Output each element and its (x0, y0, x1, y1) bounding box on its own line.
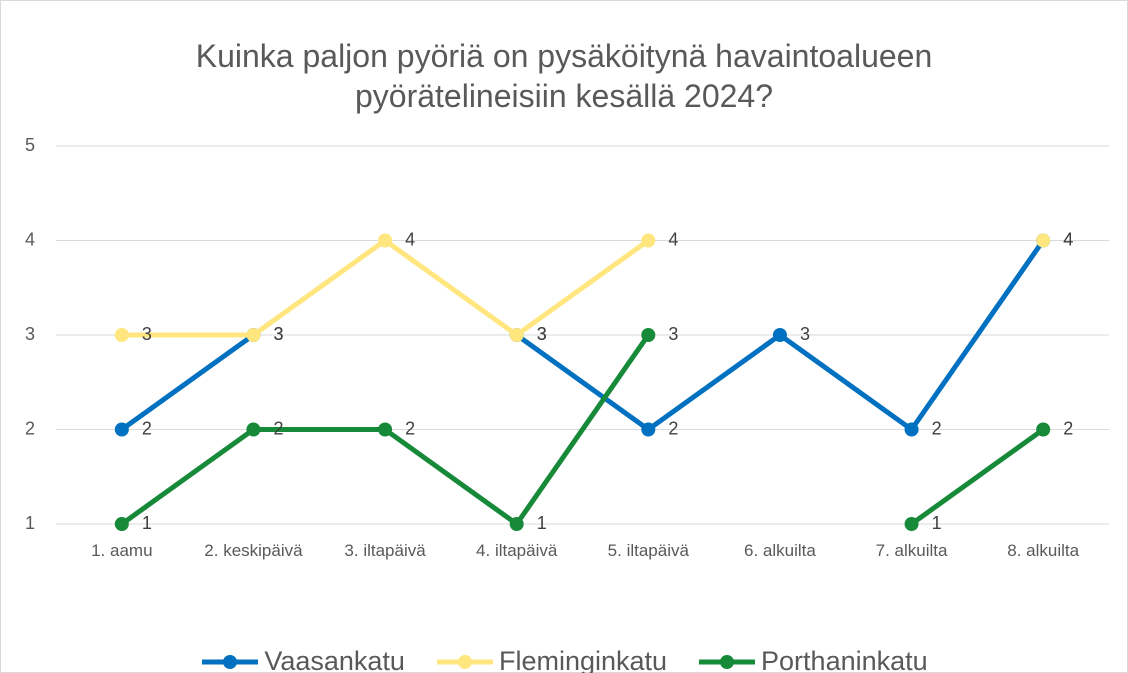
x-tick-label: 3. iltapäivä (344, 541, 426, 560)
legend-item: Fleminginkatu (435, 646, 667, 673)
data-label: 3 (273, 324, 283, 344)
x-tick-label: 7. alkuilta (875, 541, 948, 560)
y-tick-label: 4 (25, 229, 35, 249)
data-label: 1 (142, 513, 152, 533)
legend-marker (720, 654, 735, 669)
data-label: 3 (273, 324, 283, 344)
x-tick-label: 1. aamu (91, 541, 153, 560)
point (904, 422, 919, 437)
data-label: 3 (537, 324, 547, 344)
data-label: 2 (932, 418, 942, 438)
legend-marker (223, 654, 238, 669)
data-label: 2 (405, 418, 415, 438)
legend-symbol (699, 654, 756, 669)
y-tick-label: 2 (25, 418, 35, 438)
data-label: 4 (405, 229, 415, 249)
point (772, 328, 787, 342)
point (1036, 233, 1051, 248)
legend-label: Porthaninkatu (761, 646, 928, 673)
point (1036, 422, 1051, 437)
data-label: 2 (1063, 418, 1073, 438)
data-label: 4 (1063, 229, 1073, 249)
data-label: 2 (668, 418, 678, 438)
legend-symbol (202, 654, 259, 669)
legend-marker (457, 654, 472, 669)
legend-label: Vaasankatu (264, 646, 405, 673)
point (904, 517, 919, 531)
data-label: 3 (800, 324, 810, 344)
x-tick-label: 8. alkuilta (1007, 541, 1080, 560)
point (246, 328, 261, 342)
point (641, 328, 656, 342)
data-label: 1 (537, 513, 547, 533)
y-tick-label: 1 (25, 513, 35, 533)
data-label: 4 (1063, 229, 1073, 249)
data-label: 3 (668, 324, 678, 344)
point (509, 328, 524, 342)
point (114, 328, 129, 342)
x-tick-label: 4. iltapäivä (476, 541, 558, 560)
legend-label: Fleminginkatu (498, 646, 668, 673)
data-label: 4 (668, 229, 678, 249)
data-label: 2 (273, 418, 283, 438)
x-tick-label: 6. alkuilta (744, 541, 816, 560)
point (509, 517, 524, 531)
point (641, 233, 656, 248)
chart-title: Kuinka paljon pyöriä on pysäköitynä hava… (195, 38, 933, 114)
legend-item: Porthaninkatu (697, 646, 928, 673)
legend-symbol (436, 654, 493, 669)
legend: Vaasankatu Fleminginkatu Porthaninkatu (0, 646, 1128, 673)
point (378, 233, 393, 248)
series-line (122, 241, 1043, 336)
x-tick-label: 5. iltapäivä (607, 541, 689, 560)
data-label: 3 (537, 324, 547, 344)
data-label: 2 (142, 418, 152, 438)
point (378, 422, 393, 437)
y-tick-label: 5 (25, 135, 35, 155)
point (641, 422, 656, 437)
point (246, 422, 261, 437)
point (114, 517, 129, 531)
data-label: 3 (142, 324, 152, 344)
x-tick-label: 2. keskipäivä (204, 541, 303, 560)
point (114, 422, 129, 437)
y-tick-label: 3 (25, 324, 35, 344)
data-label: 1 (932, 513, 942, 533)
legend-item: Vaasankatu (200, 646, 405, 673)
